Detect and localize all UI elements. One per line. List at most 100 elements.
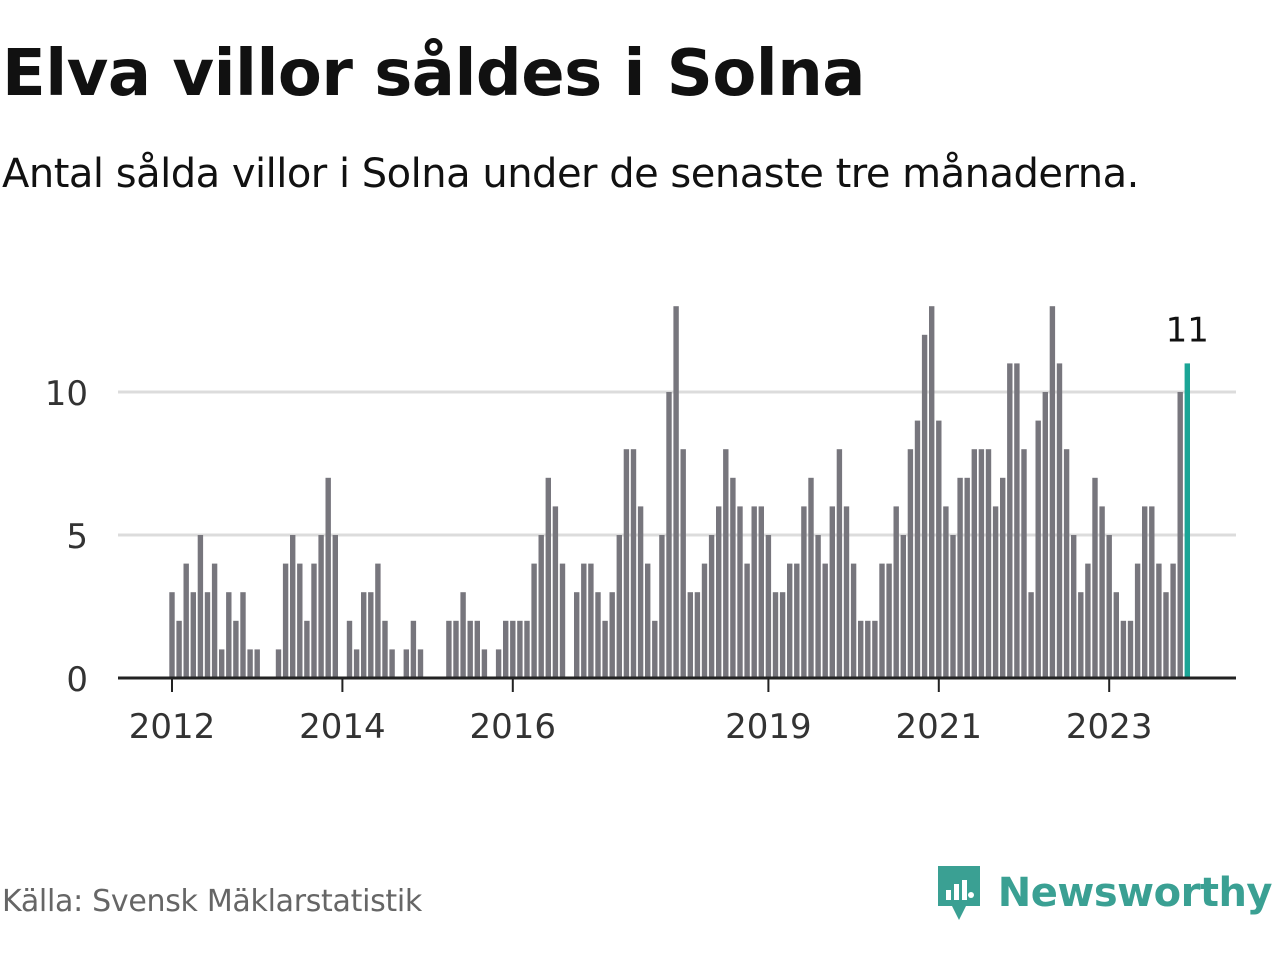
bar [368, 592, 374, 678]
bar [779, 592, 786, 678]
bar [865, 620, 871, 678]
bar [1049, 306, 1056, 678]
bar [929, 306, 935, 678]
bar [410, 620, 417, 678]
bar [687, 592, 693, 678]
source-note: Källa: Svensk Mäklarstatistik [2, 884, 423, 919]
bar [531, 563, 537, 678]
bar [552, 506, 559, 678]
bar [893, 506, 899, 678]
bar [1056, 363, 1063, 678]
bar [659, 535, 665, 678]
bar [240, 592, 246, 678]
bar [602, 620, 608, 678]
x-tick-label: 2012 [129, 707, 216, 747]
bar [694, 592, 701, 678]
bar [815, 535, 821, 678]
bar [1028, 592, 1034, 678]
bar [858, 620, 864, 678]
bar [985, 449, 992, 678]
bar [297, 563, 303, 678]
bar [907, 449, 914, 678]
y-tick-label: 0 [66, 660, 88, 700]
bar [921, 334, 928, 678]
bar [652, 620, 658, 678]
bar [1127, 620, 1134, 678]
bar [1007, 363, 1013, 678]
bar [495, 649, 502, 678]
bar [708, 535, 715, 678]
brand-logo: Newsworthy [934, 862, 1273, 924]
bar [730, 477, 736, 678]
bar [957, 477, 963, 678]
bar [822, 563, 828, 678]
bar [1000, 477, 1006, 678]
bar [1021, 449, 1027, 678]
bar [190, 592, 196, 678]
bar [879, 563, 885, 678]
bar [737, 506, 743, 678]
bar [574, 592, 580, 678]
bar [666, 392, 672, 678]
bar [1142, 506, 1148, 678]
bar [559, 563, 566, 678]
bar-highlight [1184, 363, 1190, 678]
bar [886, 563, 892, 678]
x-tick-label: 2016 [470, 707, 557, 747]
bar [226, 592, 232, 678]
bar [836, 449, 843, 678]
bar [637, 506, 644, 678]
bar [1106, 535, 1112, 678]
bar [169, 592, 175, 678]
bar [758, 506, 764, 678]
bar [382, 620, 388, 678]
bar [503, 620, 509, 678]
bar [304, 620, 310, 678]
bar [183, 563, 189, 678]
bar [992, 506, 999, 678]
bar [744, 563, 750, 678]
bar [446, 620, 452, 678]
bar [701, 563, 708, 678]
bar [403, 649, 409, 678]
bar [219, 649, 225, 678]
bar [843, 506, 850, 678]
bar [204, 592, 211, 678]
x-tick-label: 2021 [896, 707, 983, 747]
x-tick-label: 2019 [725, 707, 812, 747]
bar [1092, 477, 1098, 678]
bar [1113, 592, 1119, 678]
bar [1014, 363, 1020, 678]
bar [794, 563, 800, 678]
bar [829, 506, 835, 678]
bar [609, 592, 615, 678]
chart-title: Elva villor såldes i Solna [2, 37, 865, 111]
chart-subtitle: Antal sålda villor i Solna under de sena… [2, 151, 1139, 197]
bar [716, 506, 722, 678]
bar [595, 592, 601, 678]
bar [311, 563, 317, 678]
bar [978, 449, 985, 678]
bar [765, 535, 772, 678]
bar [318, 535, 324, 678]
bar [645, 563, 651, 678]
bar [1085, 563, 1091, 678]
bar [581, 563, 587, 678]
brand-name: Newsworthy [997, 870, 1273, 916]
bar [1149, 506, 1155, 678]
bar [751, 506, 757, 678]
bar [517, 620, 523, 678]
bar [545, 477, 551, 678]
bar [453, 620, 459, 678]
y-tick-label: 5 [66, 517, 88, 557]
bar [361, 592, 367, 678]
bar [467, 620, 473, 678]
bar [971, 449, 977, 678]
bar [1099, 506, 1105, 678]
bar [1071, 535, 1077, 678]
bar [900, 535, 906, 678]
bar [346, 620, 353, 678]
bar [680, 449, 686, 678]
bar [538, 535, 544, 678]
bar [623, 449, 630, 678]
